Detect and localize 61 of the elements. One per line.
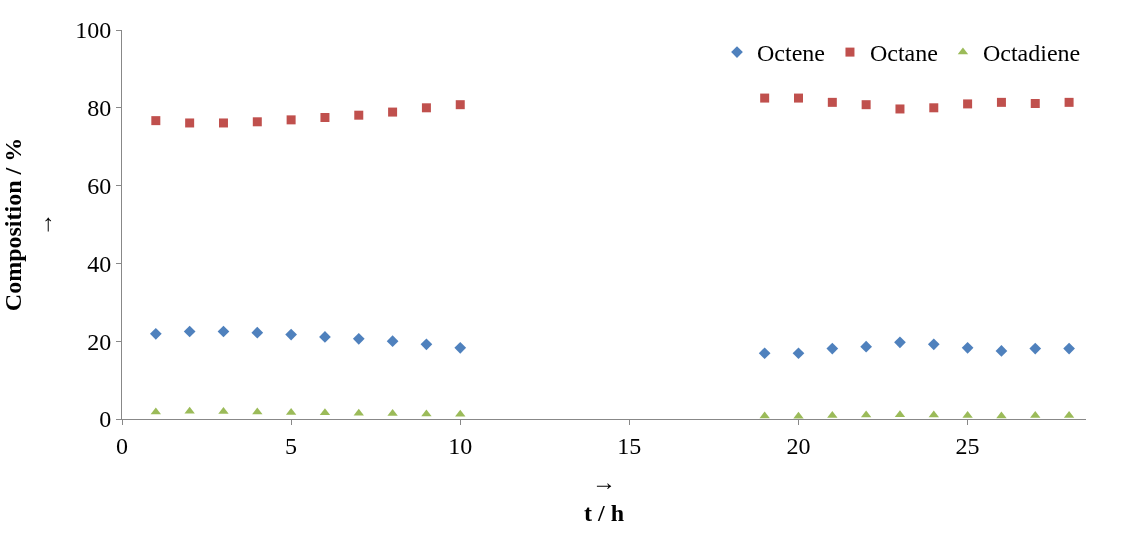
point: [996, 411, 1007, 419]
x-tick-label: 5: [285, 432, 298, 459]
point: [827, 97, 837, 107]
point: [320, 113, 330, 123]
y-tick-label: 60: [87, 173, 112, 199]
x-tick-label: 10: [448, 432, 473, 459]
point: [183, 325, 196, 338]
point: [421, 103, 431, 113]
point: [792, 347, 805, 360]
point: [252, 407, 263, 415]
point: [996, 97, 1006, 107]
point: [963, 99, 973, 109]
point: [861, 100, 871, 110]
legend-label: Octane: [869, 40, 938, 67]
point: [185, 118, 195, 128]
point: [286, 115, 296, 125]
point: [352, 333, 365, 345]
point: [793, 411, 804, 419]
point: [826, 342, 839, 355]
x-axis-title: → t / h: [583, 469, 625, 527]
point: [386, 335, 399, 348]
point: [758, 347, 771, 360]
x-tick-label: 15: [617, 432, 642, 459]
point: [1064, 97, 1074, 107]
point: [894, 336, 906, 349]
point: [252, 117, 262, 127]
point: [218, 118, 228, 128]
point: [1030, 99, 1040, 109]
point: [860, 340, 872, 353]
y-tick-label: 80: [87, 95, 112, 122]
point: [421, 409, 432, 417]
point: [354, 110, 364, 120]
x-tick-label: 25: [955, 432, 980, 459]
point: [285, 328, 297, 341]
point: [454, 341, 467, 354]
point: [760, 93, 770, 103]
point: [961, 341, 974, 354]
point: [455, 100, 465, 110]
legend-label: Octadiene: [982, 40, 1081, 67]
y-axis-title: Composition / % →: [0, 137, 58, 312]
point: [927, 338, 940, 351]
point: [995, 345, 1008, 357]
point: [455, 409, 466, 417]
x-tick-label: 20: [786, 432, 811, 459]
point: [149, 327, 162, 340]
legend-label: Octene: [757, 40, 825, 67]
point: [1029, 342, 1042, 355]
point: [420, 338, 433, 351]
point: [895, 104, 905, 114]
point: [1063, 342, 1075, 355]
y-tick-label: 0: [99, 406, 112, 433]
point: [217, 325, 230, 338]
point: [759, 411, 770, 419]
y-tick-label: 20: [87, 328, 112, 355]
point: [929, 103, 939, 113]
point: [251, 326, 264, 339]
point: [793, 93, 803, 103]
point: [388, 107, 398, 117]
y-tick-label: 100: [75, 17, 112, 44]
point: [151, 116, 161, 126]
y-tick-label: 40: [87, 250, 112, 277]
